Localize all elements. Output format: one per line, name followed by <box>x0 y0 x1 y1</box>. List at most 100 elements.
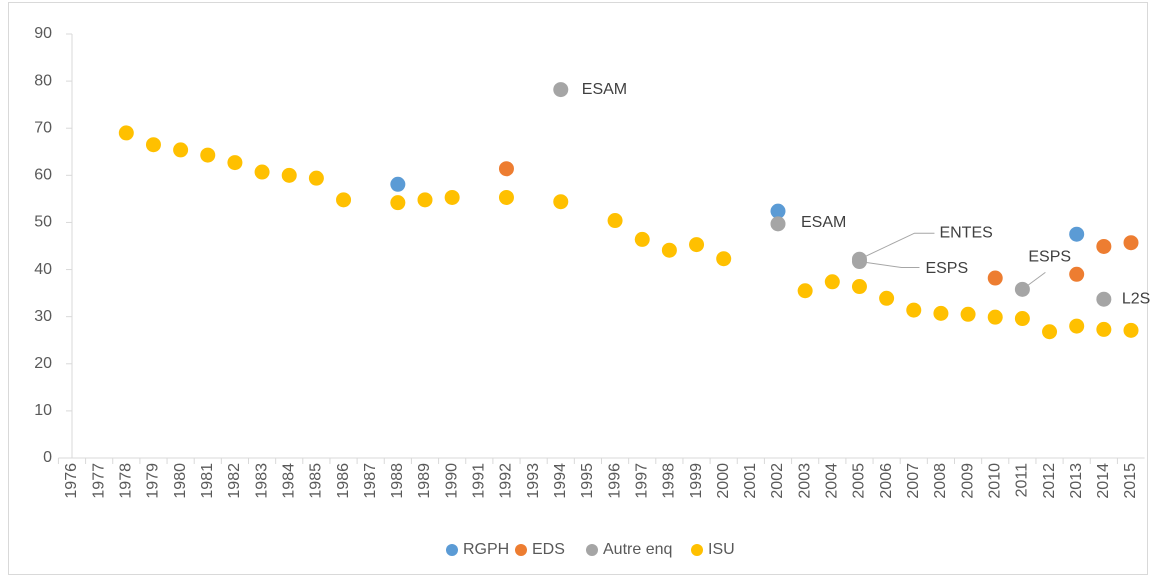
point <box>498 161 514 177</box>
point <box>336 192 352 208</box>
point <box>1123 235 1139 251</box>
point <box>933 305 949 321</box>
point <box>716 251 732 267</box>
x-tick-label: 2007 <box>905 463 922 499</box>
leader-line <box>859 261 920 269</box>
point <box>118 125 134 141</box>
x-tick-label: 2005 <box>851 463 868 499</box>
point <box>444 189 460 205</box>
x-tick-label: 2012 <box>1041 463 1058 499</box>
point <box>634 231 650 247</box>
x-tick-label: 1983 <box>253 463 270 499</box>
legend-label: RGPH <box>463 541 509 558</box>
x-tick-label: 1996 <box>606 463 623 499</box>
point <box>498 189 514 205</box>
point-label: L2S <box>1122 290 1150 307</box>
y-tick-label: 70 <box>34 119 52 136</box>
x-tick-label: 2009 <box>959 463 976 499</box>
x-tick-label: 2014 <box>1095 463 1112 499</box>
x-tick-label: 1987 <box>362 463 379 499</box>
point <box>879 290 895 306</box>
legend-marker <box>691 544 703 556</box>
x-tick-label: 2000 <box>715 463 732 499</box>
chart-frame <box>8 2 1148 575</box>
point <box>390 195 406 211</box>
x-tick-label: 1989 <box>416 463 433 499</box>
y-tick-label: 80 <box>34 72 52 89</box>
x-tick-label: 1992 <box>498 463 515 499</box>
point <box>906 302 922 318</box>
point <box>1069 266 1085 282</box>
x-tick-label: 1988 <box>389 463 406 499</box>
point <box>1096 238 1112 254</box>
x-tick-label: 2013 <box>1068 463 1085 499</box>
x-tick-label: 1985 <box>308 463 325 499</box>
point-label: ENTES <box>939 224 992 241</box>
legend-label: ISU <box>708 541 735 558</box>
x-tick-label: 2004 <box>824 463 841 499</box>
x-tick-label: 2008 <box>932 463 949 499</box>
point <box>770 203 786 219</box>
x-tick-label: 2015 <box>1122 463 1139 499</box>
point <box>770 216 786 232</box>
x-tick-label: 2011 <box>1014 463 1031 498</box>
x-tick-label: 1993 <box>525 463 542 499</box>
x-tick-label: 1981 <box>199 463 216 499</box>
y-tick-label: 10 <box>34 402 52 419</box>
y-tick-label: 0 <box>43 449 52 466</box>
x-tick-label: 1977 <box>90 463 107 499</box>
y-tick-label: 60 <box>34 167 52 184</box>
point <box>851 279 867 295</box>
x-tick-label: 1978 <box>118 463 135 499</box>
point <box>824 274 840 290</box>
x-tick-label: 2006 <box>878 463 895 499</box>
x-tick-label: 1998 <box>661 463 678 499</box>
x-tick-label: 1995 <box>579 463 596 499</box>
legend-marker <box>446 544 458 556</box>
y-tick-label: 40 <box>34 261 52 278</box>
x-tick-label: 1991 <box>471 463 488 499</box>
point <box>661 242 677 258</box>
legend-marker <box>515 544 527 556</box>
point <box>200 147 216 163</box>
x-tick-label: 2010 <box>986 463 1003 499</box>
y-tick-label: 30 <box>34 308 52 325</box>
x-tick-label: 1980 <box>172 463 189 499</box>
x-tick-label: 2003 <box>796 463 813 499</box>
x-tick-label: 1976 <box>63 463 80 499</box>
point <box>1069 226 1085 242</box>
x-tick-label: 1979 <box>145 463 162 499</box>
x-tick-label: 1984 <box>280 463 297 499</box>
point-label: ESAM <box>582 81 627 98</box>
x-tick-label: 1997 <box>633 463 650 499</box>
point <box>607 213 623 229</box>
point <box>553 82 569 98</box>
point <box>960 306 976 322</box>
x-tick-label: 1994 <box>552 463 569 499</box>
x-tick-label: 1982 <box>226 463 243 499</box>
point-label: ESPS <box>1028 249 1071 266</box>
y-tick-label: 20 <box>34 355 52 372</box>
point <box>987 309 1003 325</box>
point <box>1096 291 1112 307</box>
point <box>689 237 705 253</box>
point <box>987 270 1003 286</box>
point <box>417 192 433 208</box>
x-tick-label: 2002 <box>769 463 786 499</box>
point <box>1014 311 1030 327</box>
point <box>1069 318 1085 334</box>
point <box>254 164 270 180</box>
y-tick-label: 90 <box>34 25 52 42</box>
point <box>281 167 297 183</box>
point <box>553 194 569 210</box>
point <box>1096 321 1112 337</box>
x-tick-label: 1999 <box>688 463 705 499</box>
point <box>173 142 189 158</box>
point-label: ESAM <box>801 214 846 231</box>
legend-marker <box>586 544 598 556</box>
legend-label: EDS <box>532 541 565 558</box>
point <box>308 170 324 186</box>
y-tick-label: 50 <box>34 214 52 231</box>
x-tick-label: 1986 <box>335 463 352 499</box>
